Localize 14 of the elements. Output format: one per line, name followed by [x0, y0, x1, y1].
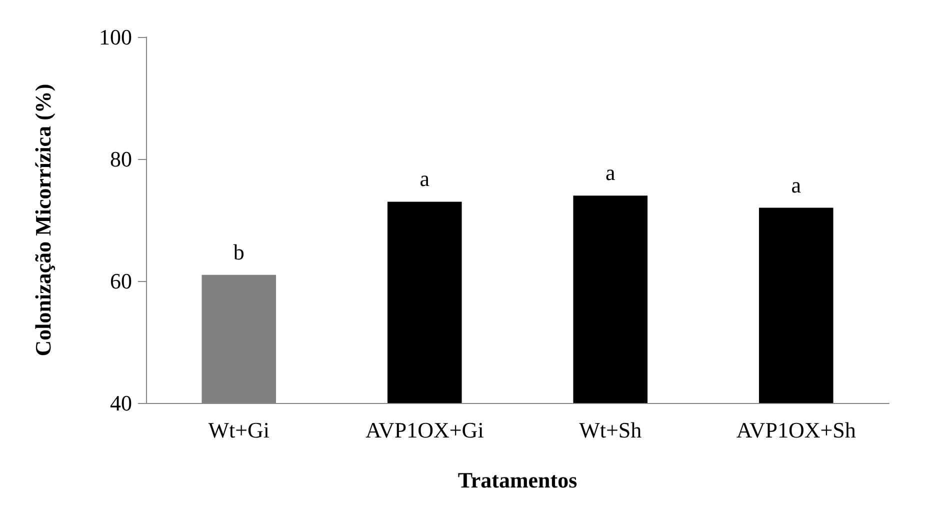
x-axis-title: Tratamentos [458, 468, 578, 492]
x-tick-label: AVP1OX+Sh [736, 418, 856, 442]
annotation: a [791, 172, 802, 198]
x-tick-label: AVP1OX+Gi [365, 418, 484, 442]
y-tick-label: 40 [110, 390, 132, 416]
annotation: a [605, 160, 616, 186]
annotation: b [233, 239, 244, 264]
y-tick-label: 60 [110, 268, 132, 294]
y-tick-label: 100 [99, 24, 132, 50]
annotation: a [420, 166, 430, 192]
x-tick-label: Wt+Sh [579, 418, 642, 442]
y-tick-label: 80 [110, 146, 132, 172]
y-axis-title: Colonização Micorrízica (%) [30, 84, 56, 356]
x-tick-label: Wt+Gi [208, 418, 270, 442]
